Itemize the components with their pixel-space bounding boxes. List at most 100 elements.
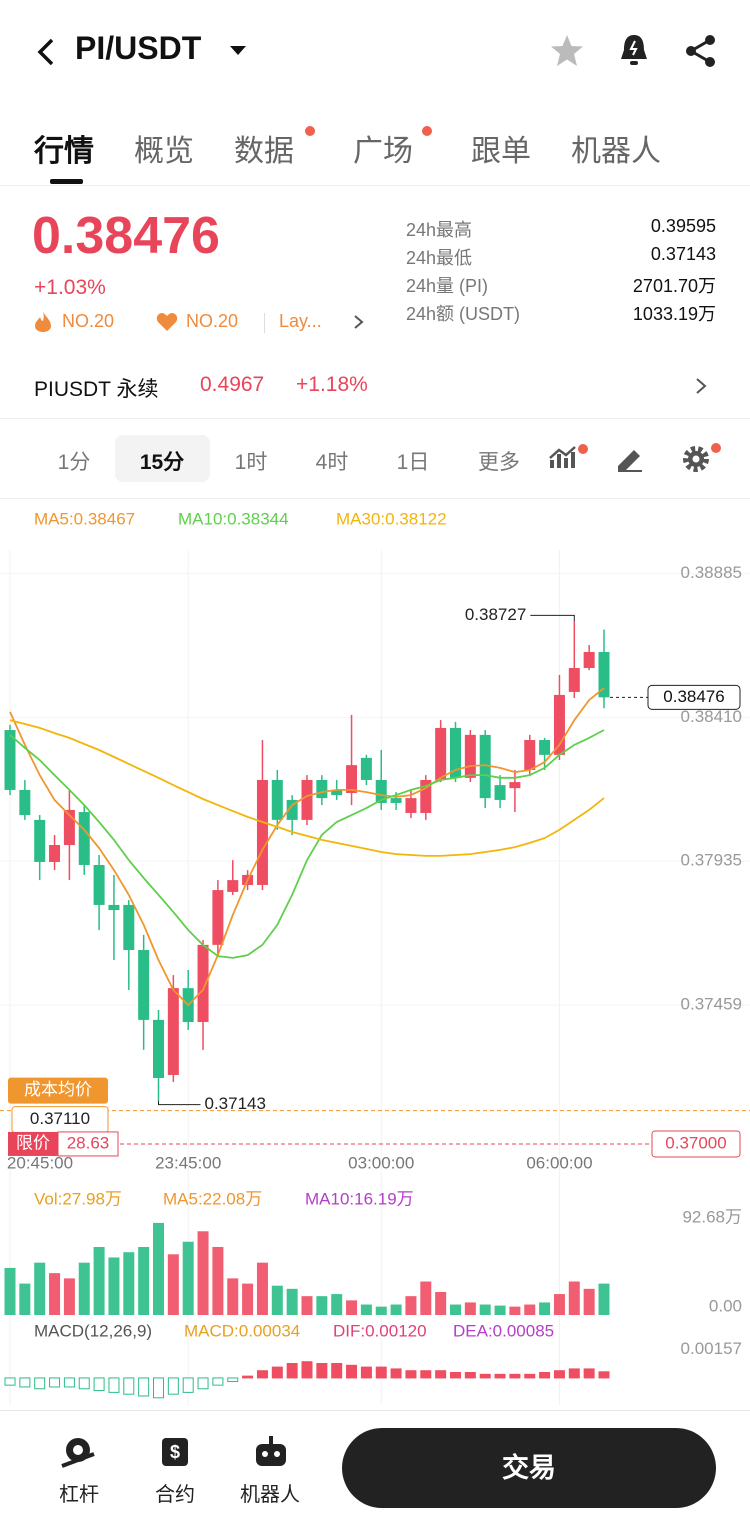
candle-body <box>539 740 551 755</box>
volume-bar <box>197 1231 209 1315</box>
last-price: 0.38476 <box>32 207 220 265</box>
volume-legend: MA10:16.19万 <box>305 1189 414 1208</box>
max-label: 0.38727 <box>465 605 526 624</box>
macd-bar <box>598 1371 610 1379</box>
tab[interactable]: 机器人 <box>571 135 661 168</box>
volume-bar <box>598 1283 610 1315</box>
y-tick-label: 0.38410 <box>681 707 742 726</box>
volume-bar <box>435 1291 447 1315</box>
tab[interactable]: 行情 <box>34 135 94 168</box>
share-icon[interactable] <box>682 32 720 70</box>
alert-icon[interactable] <box>616 32 652 70</box>
hot-icon <box>35 312 51 332</box>
draw-icon[interactable] <box>614 444 646 474</box>
price-change: +1.03% <box>34 276 106 299</box>
futures-icon[interactable]: $ <box>158 1434 194 1470</box>
indicator-icon[interactable] <box>548 442 592 476</box>
macd-bar <box>197 1377 209 1390</box>
volume-bar <box>63 1278 75 1315</box>
min-pointer <box>158 1100 201 1106</box>
y-tick-label: 0.37935 <box>681 851 742 870</box>
perp-name[interactable]: PIUSDT 永续 <box>34 378 159 401</box>
macd-bar <box>4 1377 16 1386</box>
macd-bar <box>420 1370 432 1379</box>
volume-bar <box>19 1283 31 1315</box>
volume-bar <box>153 1222 164 1315</box>
kline-chart: 20:45:00 23:45:00 03:00:00 06:00:00 0.38885 0… <box>0 509 750 1405</box>
pair-caret[interactable] <box>228 44 248 58</box>
candle-body <box>509 782 521 789</box>
macd-bar <box>553 1370 565 1379</box>
macd-bar <box>405 1370 417 1379</box>
interval[interactable]: 1分 <box>57 451 91 474</box>
action-label[interactable]: 机器人 <box>240 1484 300 1506</box>
interval[interactable]: 4时 <box>315 451 349 474</box>
perp-change: +1.18% <box>296 373 368 396</box>
macd-bar <box>435 1370 447 1379</box>
macd-bar <box>78 1377 90 1390</box>
tab[interactable]: 数据 <box>234 135 294 168</box>
macd-bar <box>331 1363 343 1379</box>
x-tick-label: 23:45:00 <box>155 1153 221 1172</box>
pair-title[interactable]: PI/USDT <box>75 30 202 66</box>
candle-body <box>450 727 461 778</box>
badge-dot <box>422 126 432 136</box>
macd-bar <box>464 1372 476 1379</box>
macd-bar <box>227 1377 239 1383</box>
bot-icon[interactable] <box>252 1434 290 1470</box>
last-price-box <box>647 684 741 710</box>
trade-button[interactable]: 交易 <box>342 1428 716 1508</box>
candle-body <box>227 880 239 892</box>
rank-badge[interactable]: NO.20 <box>186 311 239 331</box>
interval[interactable]: 1时 <box>234 451 268 474</box>
candle-body <box>271 779 283 820</box>
macd-bar <box>138 1377 150 1397</box>
volume-bar <box>583 1288 595 1315</box>
macd-bar <box>123 1377 135 1395</box>
leverage-icon[interactable] <box>58 1434 100 1470</box>
volume-bar <box>138 1246 150 1315</box>
macd-tick-label: 0.00157 <box>681 1339 742 1358</box>
candle-body <box>19 789 31 816</box>
volume-bar <box>420 1281 432 1315</box>
interval[interactable]: 更多 <box>478 451 520 474</box>
candle-body <box>360 757 372 780</box>
limit-qty: 28.63 <box>67 1133 110 1152</box>
divider <box>0 1410 750 1411</box>
perp-arrow[interactable] <box>694 376 710 396</box>
action-label[interactable]: 合约 <box>155 1484 195 1506</box>
min-label: 0.37143 <box>205 1094 266 1113</box>
y-tick-label: 0.38885 <box>681 563 742 582</box>
macd-legend: DIF:0.00120 <box>333 1321 427 1340</box>
more-arrow[interactable] <box>352 313 366 331</box>
action-label[interactable]: 杠杆 <box>59 1484 99 1506</box>
svg-text:$: $ <box>170 1442 180 1462</box>
heart-icon <box>156 313 178 331</box>
volume-bar <box>108 1257 120 1315</box>
stat-label: 24h最高 <box>406 220 473 240</box>
candle-body <box>153 1019 164 1078</box>
volume-bar <box>49 1273 61 1315</box>
interval[interactable]: 1日 <box>396 451 430 474</box>
macd-bar <box>524 1373 536 1379</box>
rank-badge[interactable]: NO.20 <box>62 311 115 331</box>
ma-line <box>9 719 605 857</box>
macd-bar <box>583 1368 595 1379</box>
tab[interactable]: 概览 <box>134 135 194 168</box>
favorite-icon[interactable] <box>548 32 586 70</box>
perp-price: 0.4967 <box>200 373 265 396</box>
x-tick-label: 03:00:00 <box>348 1153 414 1172</box>
candle-body <box>583 651 595 669</box>
candle-body <box>568 668 580 692</box>
settings-icon[interactable] <box>680 440 724 474</box>
macd-legend: MACD:0.00034 <box>184 1321 300 1340</box>
tab[interactable]: 跟单 <box>471 135 531 168</box>
interval[interactable]: 15分 <box>139 451 185 474</box>
macd-bar <box>375 1366 387 1379</box>
tab[interactable]: 广场 <box>353 135 413 168</box>
back-button[interactable] <box>30 34 60 70</box>
candle-body <box>479 734 491 799</box>
y-tick-label: 0.37459 <box>681 995 742 1014</box>
rank-badge[interactable]: Lay... <box>279 311 322 331</box>
